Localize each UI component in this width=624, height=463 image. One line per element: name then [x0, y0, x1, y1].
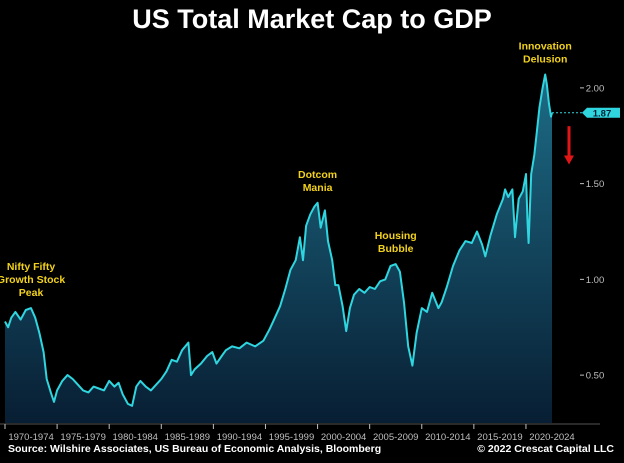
annotation-line: Bubble: [378, 243, 414, 255]
annotation-line: Innovation: [519, 40, 572, 52]
annotation: Housing Bubble: [375, 230, 417, 255]
x-tick-label: 2000-2004: [321, 432, 366, 443]
x-tick-label: 1990-1994: [217, 432, 262, 443]
x-tick-label: 1985-1989: [165, 432, 210, 443]
series-line: [4, 73, 553, 407]
annotation-line: Nifty Fifty: [7, 261, 56, 273]
annotation-line: Delusion: [523, 53, 567, 65]
last-value-label: 1.87: [593, 108, 612, 119]
chart-title: US Total Market Cap to GDP: [132, 4, 492, 34]
source-note: Source: Wilshire Associates, US Bureau o…: [8, 443, 382, 455]
x-tick-label: 2020-2024: [529, 432, 574, 443]
annotation: Dotcom Mania: [298, 169, 337, 194]
down-arrow-icon: [564, 155, 574, 165]
y-tick-label: 1.00: [586, 275, 605, 286]
annotation-line: Peak: [19, 287, 44, 299]
annotation-line: Growth Stock: [0, 274, 65, 286]
y-tick-label: 0.50: [586, 371, 605, 382]
x-tick-label: 1970-1974: [8, 432, 53, 443]
x-tick-label: 1980-1984: [113, 432, 158, 443]
annotation: Nifty Fifty Growth Stock Peak: [0, 261, 65, 299]
x-tick-label: 2015-2019: [477, 432, 522, 443]
annotation-line: Housing: [375, 230, 417, 242]
last-value-badge: [582, 107, 620, 118]
x-tick-label: 1975-1979: [60, 432, 105, 443]
x-tick-label: 2005-2009: [373, 432, 418, 443]
area-fill: [5, 74, 552, 423]
annotation-line: Mania: [303, 182, 333, 194]
annotation-line: Dotcom: [298, 169, 337, 181]
y-tick-label: 1.50: [586, 179, 605, 190]
x-tick-label: 1995-1999: [269, 432, 314, 443]
annotation: Innovation Delusion: [519, 40, 572, 65]
y-tick-label: 2.00: [586, 83, 605, 94]
x-tick-label: 2010-2014: [425, 432, 470, 443]
copyright-note: © 2022 Crescat Capital LLC: [477, 443, 614, 455]
